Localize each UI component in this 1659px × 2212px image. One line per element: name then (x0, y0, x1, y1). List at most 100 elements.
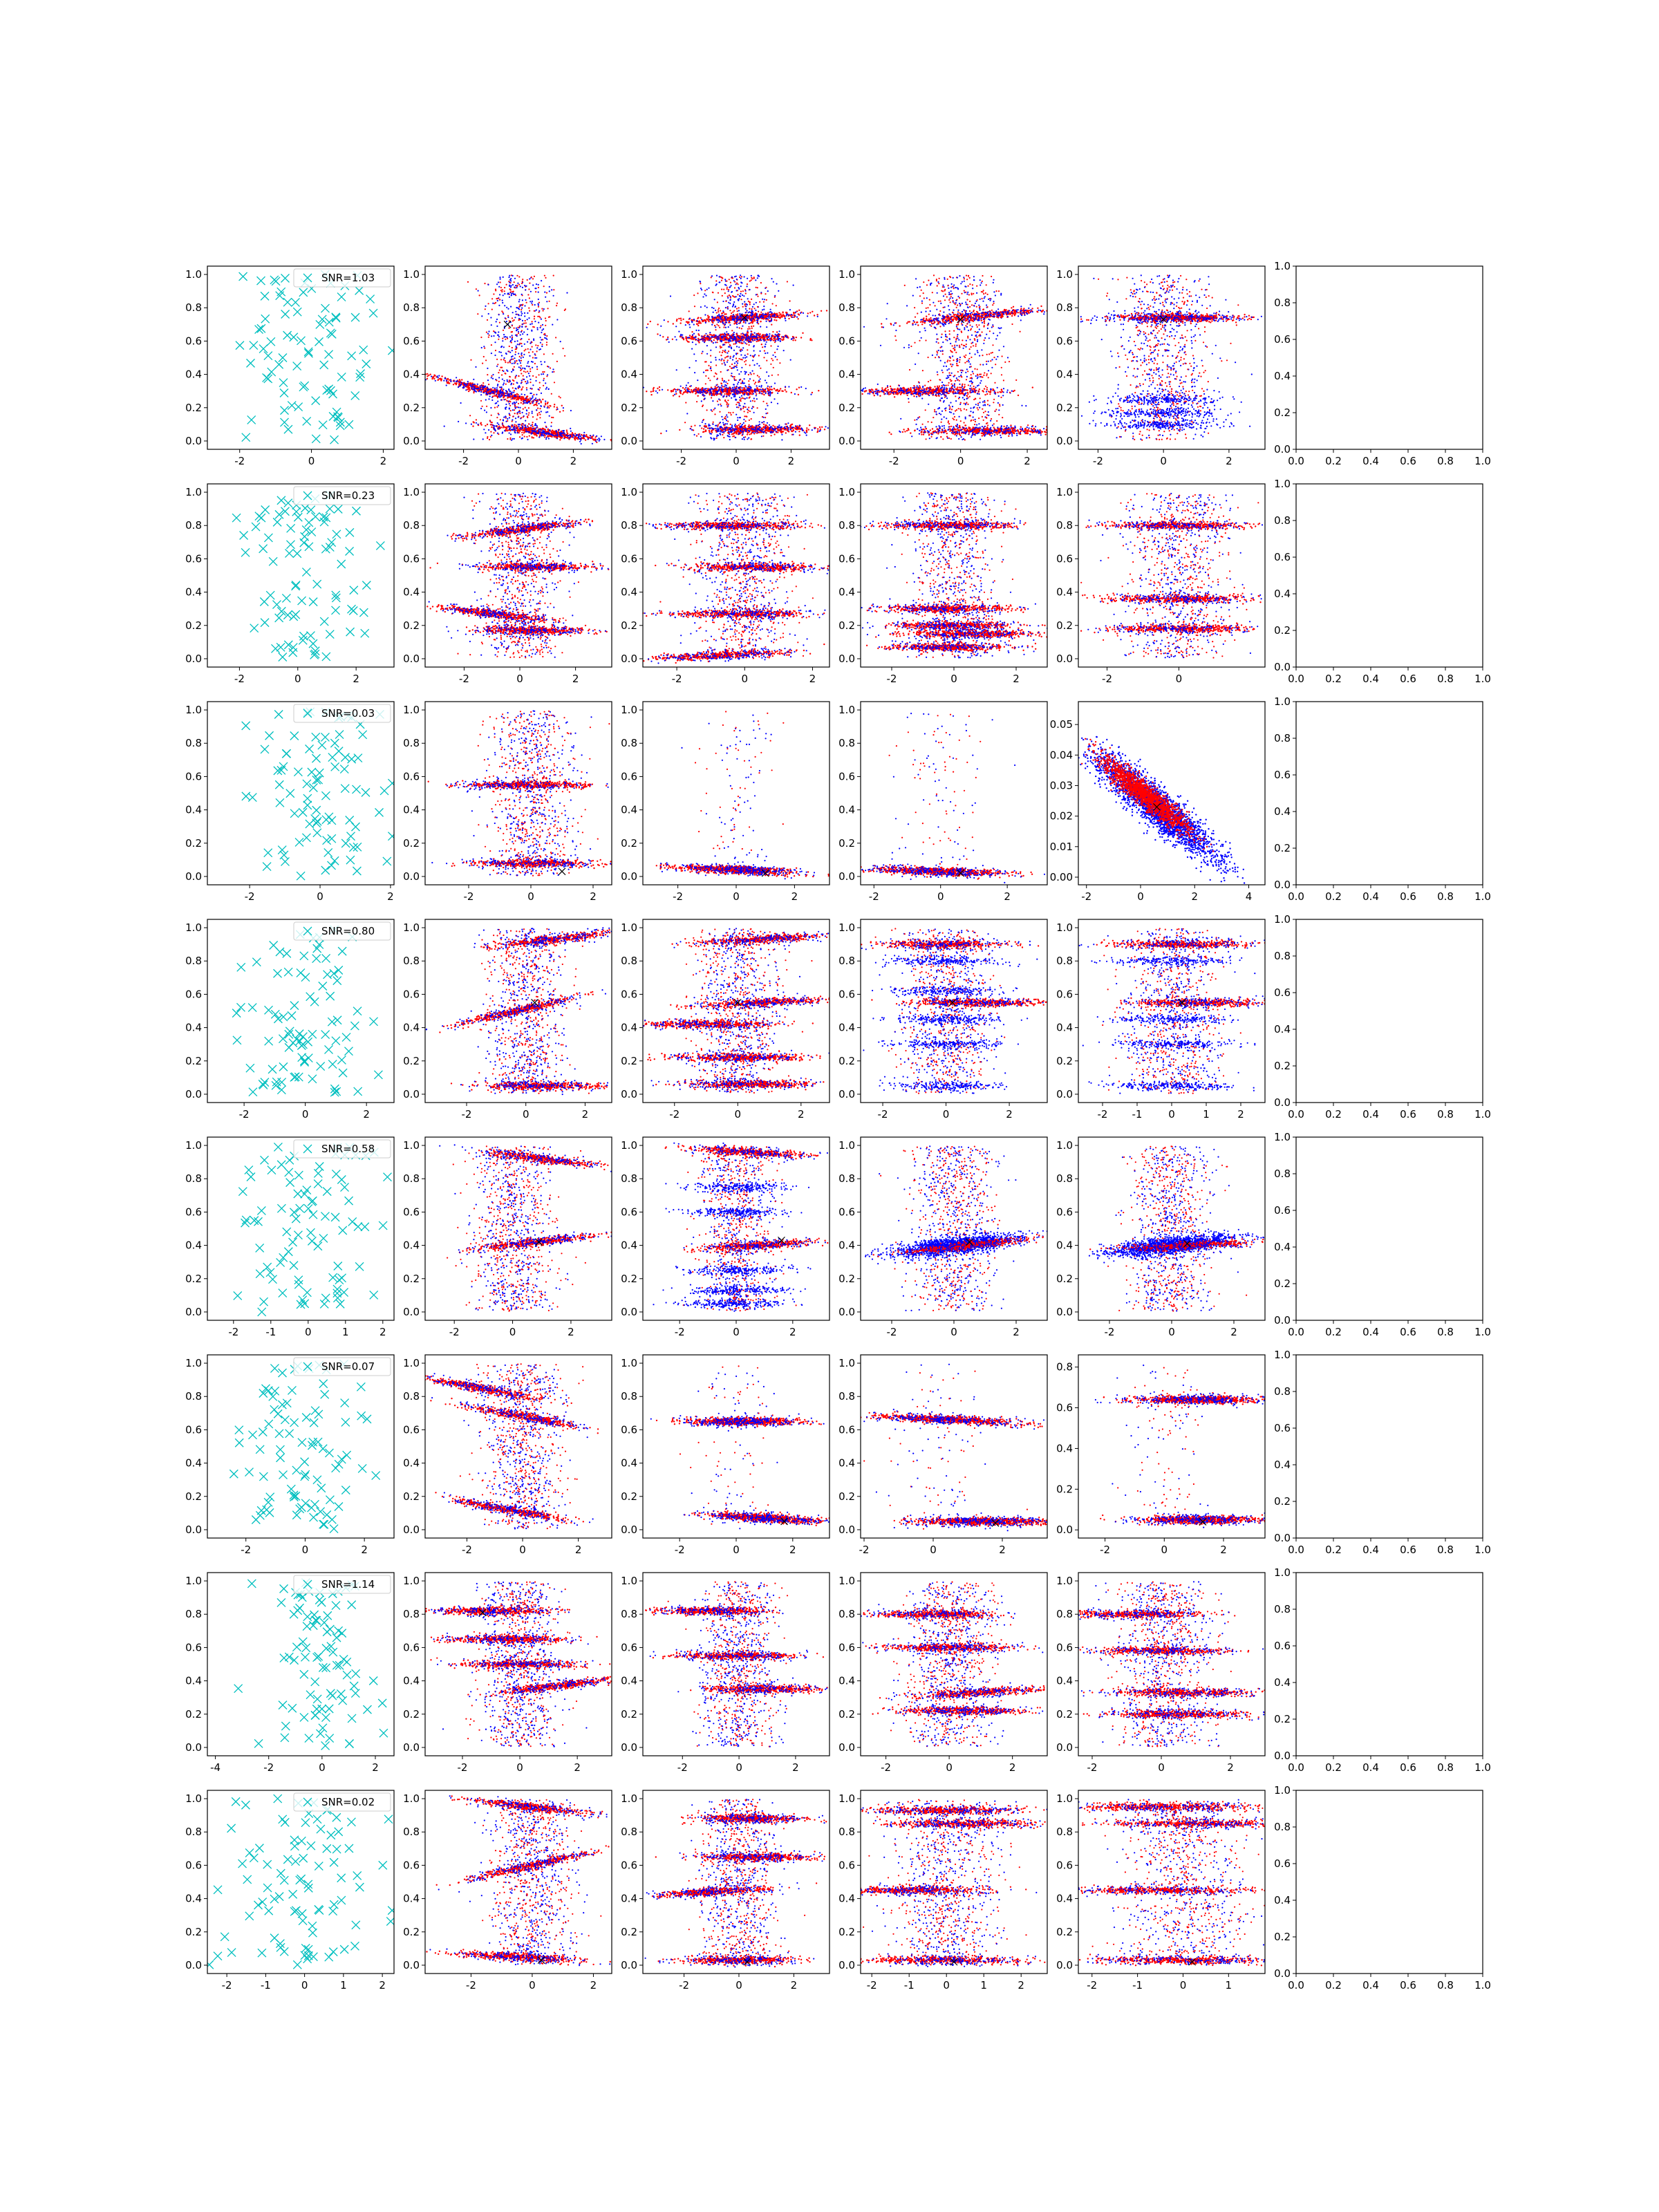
scatter-point (547, 388, 549, 390)
scatter-point (536, 394, 537, 395)
blue-point (563, 438, 565, 439)
x-tick-label: -2 (458, 455, 469, 467)
scatter-point (783, 350, 785, 351)
blue-point (807, 315, 808, 317)
scatter-point (706, 289, 708, 290)
blue-point (709, 319, 711, 320)
scatter-point (733, 350, 735, 351)
scatter-point (743, 341, 744, 342)
blue-point (477, 384, 478, 385)
scatter-point (716, 312, 718, 313)
blue-point (718, 389, 720, 391)
blue-point (753, 316, 755, 317)
blue-point (738, 387, 739, 388)
scatter-point (528, 308, 529, 309)
red-point (485, 425, 486, 427)
scatter-point (741, 328, 742, 329)
scatter-point (778, 330, 780, 332)
scatter-point (532, 367, 533, 368)
blue-point (435, 380, 436, 382)
scatter-point (503, 384, 504, 386)
scatter-point (532, 357, 534, 358)
scatter-point (492, 378, 494, 379)
scatter-point (749, 384, 750, 385)
scatter-point (538, 284, 539, 285)
blue-point (535, 424, 536, 426)
scatter-point (506, 369, 507, 371)
scatter-point (520, 285, 521, 287)
scatter-point (504, 290, 505, 292)
scatter-point (729, 436, 731, 438)
scatter-point (729, 294, 730, 296)
red-point (713, 334, 715, 335)
blue-point (542, 432, 543, 433)
blue-point (751, 310, 752, 312)
blue-point (556, 438, 558, 439)
blue-point (574, 435, 575, 436)
scatter-point (487, 438, 488, 439)
blue-point (518, 426, 519, 427)
scatter-point (753, 350, 755, 351)
scatter-point (735, 366, 736, 367)
legend: SNR=1.03 (294, 269, 391, 287)
red-point (581, 434, 582, 435)
blue-point (494, 428, 495, 429)
scatter-point (767, 405, 768, 406)
scatter-point (722, 422, 724, 423)
scatter-point (736, 283, 738, 284)
red-point (798, 387, 800, 388)
blue-point (771, 335, 772, 337)
scatter-point (738, 358, 740, 359)
red-point (697, 338, 699, 339)
scatter-point (538, 302, 540, 303)
scatter-point (705, 375, 706, 377)
blue-point (692, 341, 693, 343)
scatter-point (749, 344, 750, 346)
scatter-point (536, 366, 538, 368)
scatter-point (730, 282, 731, 283)
scatter-point (727, 420, 729, 422)
red-point (517, 430, 518, 431)
blue-point (596, 435, 597, 437)
blue-point (727, 317, 729, 318)
design-point (337, 373, 346, 381)
blue-point (545, 433, 546, 434)
scatter-point (490, 317, 491, 318)
scatter-point (743, 419, 744, 420)
scatter-point (529, 368, 531, 370)
blue-point (795, 311, 796, 312)
blue-point (733, 316, 735, 317)
blue-point (746, 339, 747, 340)
blue-point (601, 435, 602, 437)
design-point (261, 315, 270, 323)
scatter-point (512, 317, 513, 319)
blue-point (496, 387, 498, 388)
scatter-point (528, 414, 529, 415)
red-point (567, 438, 568, 439)
blue-point (541, 433, 542, 435)
blue-point (510, 393, 512, 395)
blue-point (817, 316, 818, 317)
scatter-point (498, 286, 500, 288)
blue-point (769, 333, 770, 335)
scatter-point (749, 372, 751, 373)
scatter-point (733, 310, 735, 312)
blue-point (726, 387, 727, 388)
blue-point (740, 315, 741, 316)
design-point (345, 420, 353, 429)
scatter-point (512, 347, 513, 348)
scatter-point (744, 342, 746, 344)
scatter-point (724, 418, 726, 420)
scatter-point (522, 320, 523, 321)
blue-point (476, 388, 477, 389)
blue-point (599, 440, 600, 442)
red-point (709, 394, 711, 395)
blue-point (563, 431, 564, 433)
scatter-point (514, 438, 515, 440)
scatter-point (539, 417, 541, 418)
red-point (554, 406, 555, 407)
blue-point (759, 335, 760, 337)
blue-point (679, 389, 680, 391)
blue-point (499, 391, 500, 393)
scatter-point (523, 416, 524, 418)
